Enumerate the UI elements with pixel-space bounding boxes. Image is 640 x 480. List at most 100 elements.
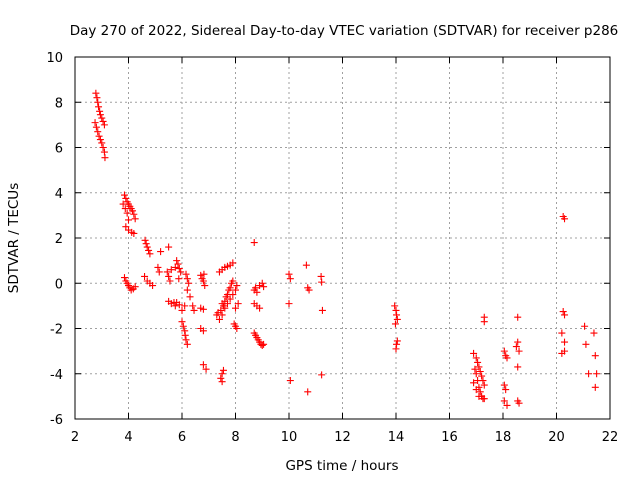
data-point xyxy=(215,315,223,323)
data-point xyxy=(472,370,480,378)
data-point xyxy=(120,274,128,282)
data-point xyxy=(260,283,268,291)
data-point xyxy=(190,306,198,314)
data-point xyxy=(166,277,174,285)
y-tick-label: 6 xyxy=(55,142,63,157)
data-point xyxy=(146,250,154,258)
data-point xyxy=(182,336,190,344)
data-point xyxy=(182,270,190,278)
data-point xyxy=(585,370,593,378)
data-point xyxy=(233,282,241,290)
x-tick-label: 8 xyxy=(231,430,239,445)
data-point xyxy=(558,329,566,337)
data-point xyxy=(130,210,138,218)
data-point xyxy=(318,306,326,314)
data-point xyxy=(185,279,193,287)
data-point xyxy=(171,302,179,310)
data-point xyxy=(470,349,478,357)
plot-frame xyxy=(74,56,611,420)
data-point xyxy=(561,215,569,223)
x-tick-label: 10 xyxy=(281,430,298,445)
data-point xyxy=(154,263,162,271)
data-point xyxy=(175,301,183,309)
data-point xyxy=(163,268,171,276)
data-point xyxy=(286,275,294,283)
data-point xyxy=(223,300,231,308)
data-point xyxy=(130,229,138,237)
data-point xyxy=(181,331,189,339)
data-point xyxy=(480,318,488,326)
data-point xyxy=(155,268,163,276)
data-point xyxy=(502,386,510,394)
data-point xyxy=(229,259,237,267)
data-point xyxy=(229,277,237,285)
y-tick-label: 8 xyxy=(55,96,63,111)
data-point xyxy=(157,248,165,256)
data-point xyxy=(221,304,229,312)
data-point xyxy=(558,349,566,357)
data-point xyxy=(590,329,598,337)
data-point xyxy=(561,311,569,319)
data-point xyxy=(165,243,173,251)
data-point xyxy=(392,345,400,353)
data-point xyxy=(120,191,128,199)
data-point xyxy=(173,257,181,265)
data-point xyxy=(252,284,260,292)
data-point xyxy=(260,340,268,348)
data-point xyxy=(121,205,129,213)
data-point xyxy=(393,311,401,319)
data-point xyxy=(99,117,107,125)
data-point xyxy=(197,271,205,279)
data-point xyxy=(219,366,227,374)
data-point xyxy=(122,194,130,202)
data-point xyxy=(582,340,590,348)
data-point xyxy=(256,304,264,312)
data-point xyxy=(131,215,139,223)
data-point xyxy=(199,327,207,335)
data-point xyxy=(95,132,103,140)
x-tick-label: 4 xyxy=(124,430,132,445)
data-point xyxy=(476,388,484,396)
data-point xyxy=(474,377,482,385)
data-point xyxy=(229,291,237,299)
data-point xyxy=(98,114,106,122)
data-point xyxy=(199,361,207,369)
data-point xyxy=(591,383,599,391)
data-point xyxy=(123,209,131,217)
y-axis-label: SDTVAR / TECUs xyxy=(6,183,22,293)
data-point xyxy=(472,354,480,362)
x-axis-label: GPS time / hours xyxy=(285,458,398,474)
data-point xyxy=(199,277,207,285)
data-point xyxy=(95,103,103,111)
data-point xyxy=(142,240,150,248)
data-point xyxy=(183,286,191,294)
data-point xyxy=(514,338,522,346)
x-tick-label: 6 xyxy=(178,430,186,445)
x-tick-label: 22 xyxy=(602,430,619,445)
data-point xyxy=(234,300,242,308)
y-tick-label: 4 xyxy=(55,187,63,202)
data-point xyxy=(304,388,312,396)
data-point xyxy=(175,275,183,283)
y-tick-label: 10 xyxy=(46,51,63,66)
data-point xyxy=(141,272,149,280)
y-tick-label: -4 xyxy=(50,368,63,383)
data-point xyxy=(478,372,486,380)
data-point xyxy=(393,337,401,345)
data-point xyxy=(174,260,182,268)
data-point xyxy=(183,275,191,283)
data-point xyxy=(591,352,599,360)
data-point xyxy=(178,318,186,326)
data-point xyxy=(476,367,484,375)
data-point xyxy=(232,304,239,312)
data-point xyxy=(200,270,208,278)
data-point xyxy=(474,358,482,366)
data-point xyxy=(165,272,173,280)
data-point xyxy=(199,305,207,313)
data-point xyxy=(500,347,508,355)
data-point xyxy=(201,282,209,290)
data-point xyxy=(214,309,222,317)
data-point xyxy=(94,128,102,136)
data-point xyxy=(141,236,149,244)
x-tick-label: 12 xyxy=(334,430,351,445)
